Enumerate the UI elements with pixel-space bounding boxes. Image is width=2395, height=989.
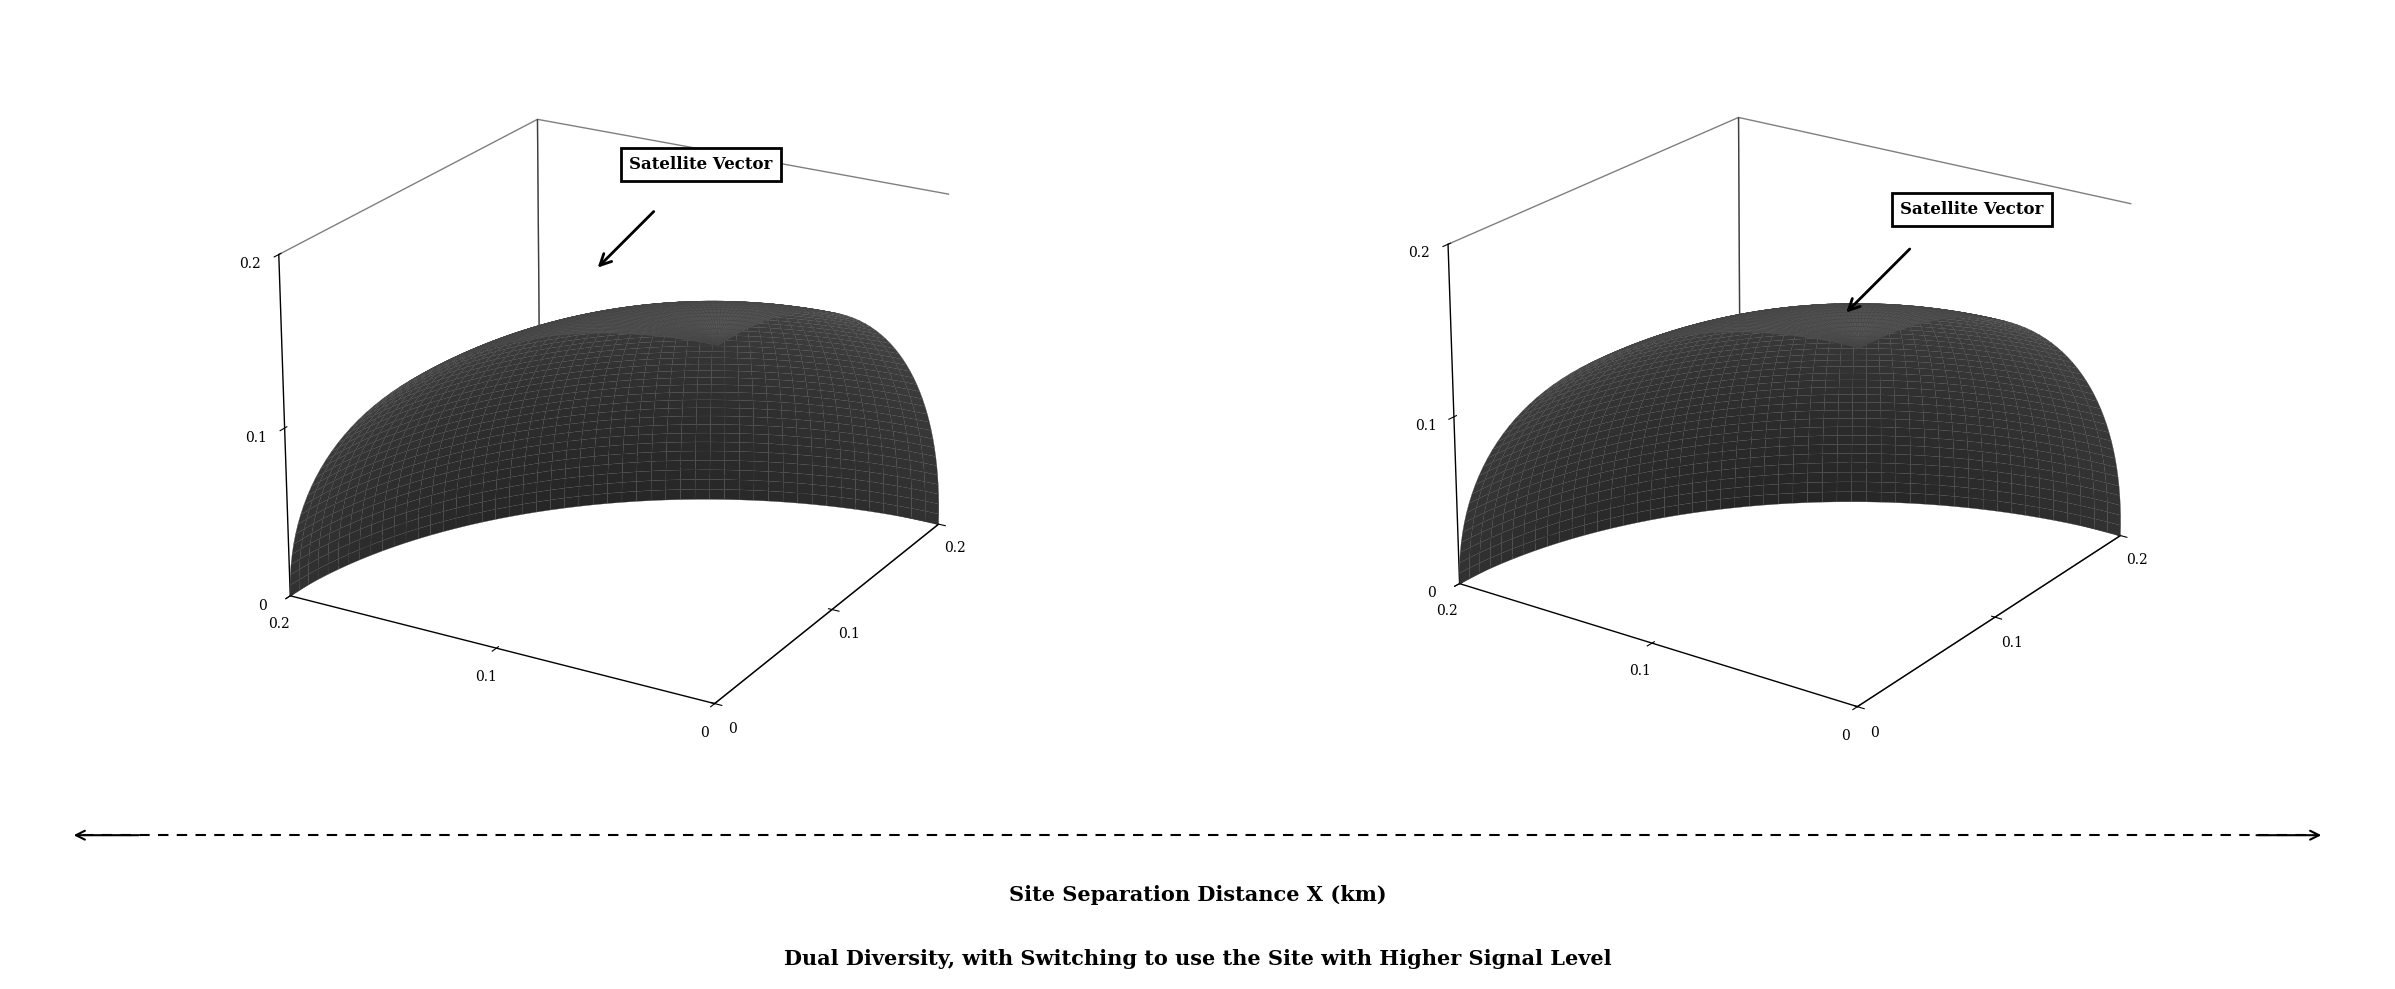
Text: Dual Diversity, with Switching to use the Site with Higher Signal Level: Dual Diversity, with Switching to use th… [783, 949, 1612, 969]
Text: Satellite Vector: Satellite Vector [630, 156, 771, 173]
Text: Site Separation Distance X (km): Site Separation Distance X (km) [1008, 885, 1387, 905]
Text: Satellite Vector: Satellite Vector [1899, 201, 2043, 218]
